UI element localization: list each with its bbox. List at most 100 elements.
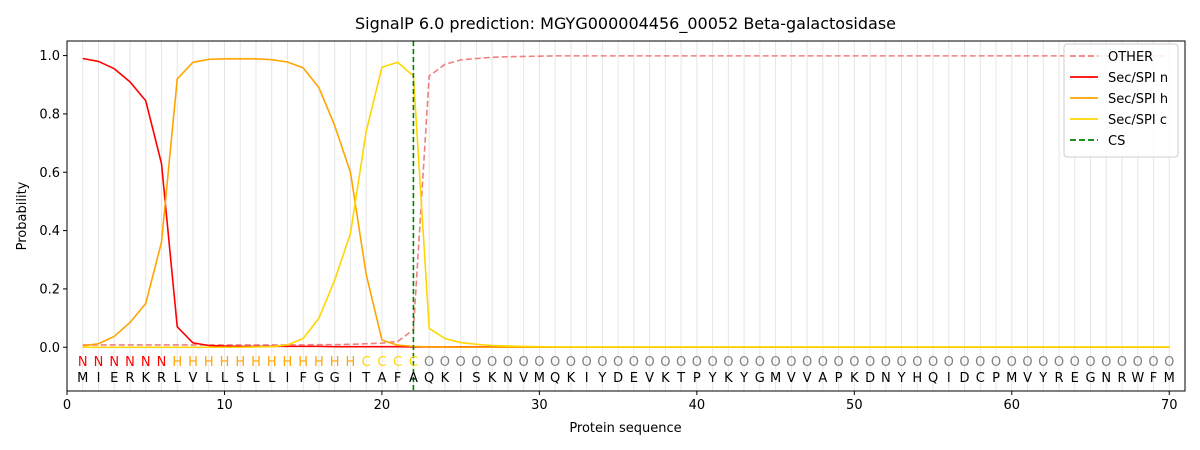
region-label: H bbox=[330, 355, 340, 370]
region-label: O bbox=[692, 355, 702, 370]
residue-label: Q bbox=[550, 371, 560, 386]
region-label: O bbox=[456, 355, 466, 370]
region-label: O bbox=[1117, 355, 1127, 370]
residue-label: H bbox=[912, 371, 922, 386]
x-tick-label: 60 bbox=[1004, 398, 1021, 413]
residue-label: E bbox=[1071, 371, 1079, 386]
residue-label: P bbox=[835, 371, 843, 386]
series-line-sec-spi-c bbox=[82, 61, 1170, 349]
region-label: O bbox=[503, 355, 513, 370]
residue-label: L bbox=[268, 371, 276, 386]
region-label: O bbox=[755, 355, 765, 370]
residue-label: S bbox=[472, 371, 480, 386]
residue-label: R bbox=[125, 371, 134, 386]
region-label: O bbox=[1085, 355, 1095, 370]
region-label: N bbox=[78, 355, 88, 370]
residue-label: N bbox=[881, 371, 891, 386]
region-label: H bbox=[204, 355, 214, 370]
legend-box bbox=[1063, 43, 1179, 158]
residue-label: F bbox=[394, 371, 401, 386]
residue-label: F bbox=[299, 371, 306, 386]
region-label: N bbox=[94, 355, 104, 370]
residue-label: Y bbox=[1038, 371, 1047, 386]
legend-label: Sec/SPI n bbox=[1108, 71, 1168, 86]
residue-label: T bbox=[676, 371, 685, 386]
residue-label: Y bbox=[739, 371, 748, 386]
x-tick-label: 0 bbox=[63, 398, 71, 413]
region-label: O bbox=[471, 355, 481, 370]
residue-label: L bbox=[205, 371, 213, 386]
region-label: O bbox=[597, 355, 607, 370]
region-label: H bbox=[172, 355, 182, 370]
y-axis-title: Probability bbox=[15, 181, 30, 250]
residue-label: N bbox=[1101, 371, 1111, 386]
residue-label: V bbox=[519, 371, 528, 386]
residue-label: I bbox=[286, 371, 290, 386]
region-label: O bbox=[582, 355, 592, 370]
residue-label: Y bbox=[708, 371, 717, 386]
residue-label: Y bbox=[597, 371, 606, 386]
residue-label: Y bbox=[897, 371, 906, 386]
residue-label: K bbox=[567, 371, 576, 386]
residue-label: V bbox=[803, 371, 812, 386]
residue-label: A bbox=[409, 371, 418, 386]
residue-label: M bbox=[534, 371, 545, 386]
residue-label: I bbox=[947, 371, 951, 386]
region-label: H bbox=[267, 355, 277, 370]
residue-label: I bbox=[459, 371, 463, 386]
region-label: H bbox=[346, 355, 356, 370]
y-tick-label: 0.0 bbox=[39, 341, 60, 356]
region-label: N bbox=[141, 355, 151, 370]
region-label: O bbox=[896, 355, 906, 370]
region-label: O bbox=[944, 355, 954, 370]
residue-label: G bbox=[330, 371, 340, 386]
series-line-other bbox=[82, 55, 1170, 346]
chart-title: SignalP 6.0 prediction: MGYG000004456_00… bbox=[355, 14, 896, 34]
region-label: H bbox=[298, 355, 308, 370]
residue-label: M bbox=[1164, 371, 1175, 386]
region-label: O bbox=[424, 355, 434, 370]
region-label: O bbox=[802, 355, 812, 370]
region-label: C bbox=[409, 355, 418, 370]
region-label: O bbox=[1022, 355, 1032, 370]
residue-label: M bbox=[1006, 371, 1017, 386]
region-label: O bbox=[1038, 355, 1048, 370]
residue-label: N bbox=[503, 371, 513, 386]
region-label: O bbox=[770, 355, 780, 370]
x-tick-label: 20 bbox=[374, 398, 391, 413]
region-label: H bbox=[188, 355, 198, 370]
residue-label: G bbox=[755, 371, 765, 386]
residue-label: D bbox=[613, 371, 623, 386]
region-label: O bbox=[1054, 355, 1064, 370]
residue-label: G bbox=[314, 371, 324, 386]
region-label: O bbox=[550, 355, 560, 370]
legend-label: CS bbox=[1108, 134, 1125, 149]
region-label: O bbox=[1133, 355, 1143, 370]
region-label: O bbox=[959, 355, 969, 370]
residue-label: K bbox=[850, 371, 859, 386]
residue-label: K bbox=[724, 371, 733, 386]
region-label: O bbox=[975, 355, 985, 370]
residue-label: W bbox=[1131, 371, 1144, 386]
y-tick-label: 1.0 bbox=[39, 49, 60, 64]
region-label: O bbox=[534, 355, 544, 370]
residue-label: I bbox=[349, 371, 353, 386]
region-label: O bbox=[487, 355, 497, 370]
region-label: C bbox=[377, 355, 386, 370]
residue-label: I bbox=[585, 371, 589, 386]
region-label: O bbox=[645, 355, 655, 370]
region-label: O bbox=[723, 355, 733, 370]
residue-label: F bbox=[1150, 371, 1157, 386]
region-label: O bbox=[833, 355, 843, 370]
residue-label: E bbox=[110, 371, 118, 386]
x-tick-label: 50 bbox=[846, 398, 863, 413]
region-label: N bbox=[125, 355, 135, 370]
region-label: O bbox=[739, 355, 749, 370]
region-label: H bbox=[235, 355, 245, 370]
residue-label: L bbox=[174, 371, 182, 386]
region-label: O bbox=[991, 355, 1001, 370]
region-label: O bbox=[786, 355, 796, 370]
residue-label: K bbox=[141, 371, 150, 386]
y-tick-label: 0.8 bbox=[39, 107, 60, 122]
